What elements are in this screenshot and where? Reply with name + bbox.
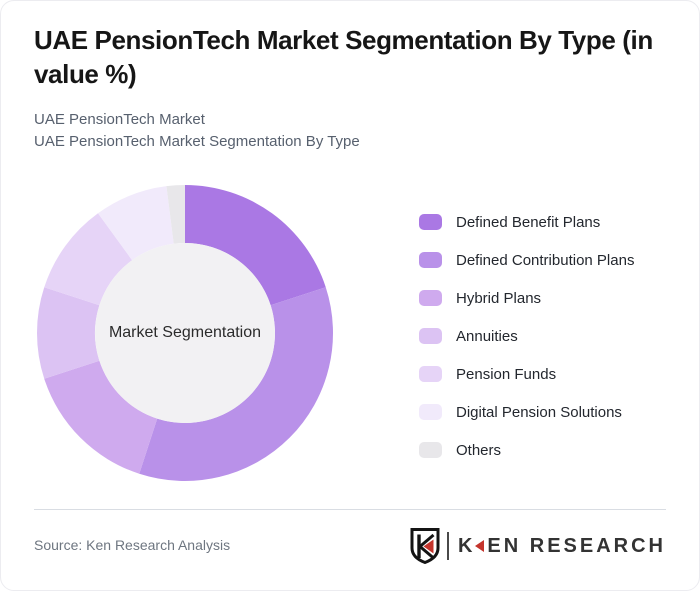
legend-swatch xyxy=(419,404,442,420)
donut-svg xyxy=(36,185,334,482)
shield-red-arrow xyxy=(423,539,434,554)
donut-segment-pension-funds xyxy=(44,213,133,306)
page-title-line-2: value %) xyxy=(34,59,137,89)
donut-segment-others xyxy=(166,185,185,244)
legend-label: Others xyxy=(456,441,502,459)
legend-label: Pension Funds xyxy=(456,365,557,383)
donut-segment-digital-pension-solutions xyxy=(98,186,174,261)
donut-segment-defined-contribution-plans xyxy=(139,287,334,482)
donut-hole xyxy=(95,243,275,423)
donut-segment-defined-benefit-plans xyxy=(185,185,326,306)
legend-swatch xyxy=(419,442,442,458)
shield-k-diagonals xyxy=(418,533,435,560)
source-note: Source: Ken Research Analysis xyxy=(34,537,231,553)
legend-item-pension-funds: Pension Funds xyxy=(419,365,634,383)
legend-label: Annuities xyxy=(456,327,518,345)
legend-swatch xyxy=(419,214,442,230)
donut-segment-annuities xyxy=(36,287,100,379)
chart-legend: Defined Benefit Plans Defined Contributio… xyxy=(419,214,634,480)
page-title-line-1: UAE PensionTech Market Segmentation By T… xyxy=(34,25,653,55)
donut-segment-hybrid-plans xyxy=(44,360,158,474)
shield-icon xyxy=(410,528,440,564)
page-title: UAE PensionTech Market Segmentation By T… xyxy=(34,23,653,91)
legend-item-digital-pension-solutions: Digital Pension Solutions xyxy=(419,403,634,421)
subtitle-line-2: UAE PensionTech Market Segmentation By T… xyxy=(34,133,360,150)
legend-item-hybrid-plans: Hybrid Plans xyxy=(419,289,634,307)
legend-label: Hybrid Plans xyxy=(456,289,542,307)
legend-swatch xyxy=(419,290,442,306)
legend-item-defined-benefit-plans: Defined Benefit Plans xyxy=(419,213,634,231)
legend-label: Defined Benefit Plans xyxy=(456,213,601,231)
subtitle-block: UAE PensionTech Market UAE PensionTech M… xyxy=(34,109,360,153)
legend-item-defined-contribution-plans: Defined Contribution Plans xyxy=(419,251,635,269)
subtitle-line-1: UAE PensionTech Market xyxy=(34,111,205,128)
ken-research-logo: K EN RESEARCH xyxy=(410,528,666,564)
logo-separator xyxy=(446,532,449,560)
logo-wordmark: K EN RESEARCH xyxy=(458,535,666,558)
legend-swatch xyxy=(419,328,442,344)
legend-item-annuities: Annuities xyxy=(419,327,634,345)
legend-swatch xyxy=(419,366,442,382)
footer-divider xyxy=(34,509,666,510)
logo-wordmark-rest: EN RESEARCH xyxy=(487,534,666,557)
legend-label: Digital Pension Solutions xyxy=(456,403,622,421)
legend-swatch xyxy=(419,252,442,268)
legend-item-others: Others xyxy=(419,441,634,459)
donut-chart: Market Segmentation xyxy=(35,183,335,483)
red-arrow-icon xyxy=(475,540,485,552)
logo-wordmark-k: K xyxy=(457,534,476,557)
legend-label: Defined Contribution Plans xyxy=(456,251,635,269)
